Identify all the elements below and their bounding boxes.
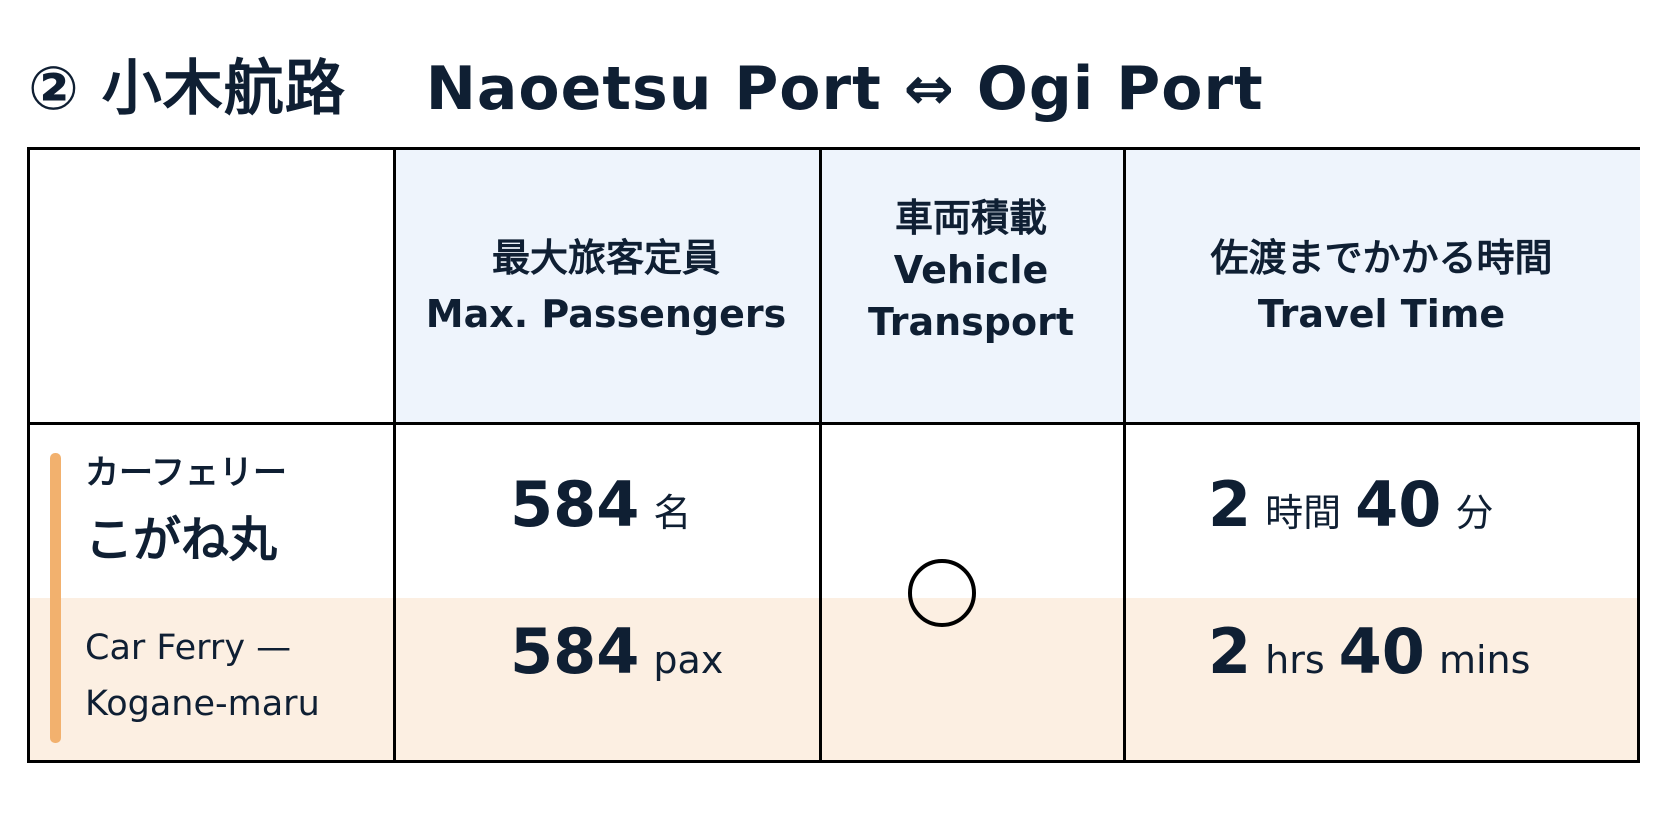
english-row-background	[30, 598, 1637, 760]
hours-value: 2	[1208, 468, 1252, 541]
header-jp: 佐渡までかかる時間	[1210, 236, 1553, 280]
route-jp-title: ② 小木航路	[28, 54, 346, 124]
divider	[1123, 150, 1126, 760]
minutes-unit-jp: 分	[1455, 491, 1494, 535]
passengers-jp: 584 名	[510, 468, 691, 541]
hours-unit-jp: 時間	[1265, 491, 1342, 535]
travel-time-jp: 2 時間 40 分	[1208, 468, 1493, 541]
ship-name-en-line2: Kogane-maru	[85, 684, 320, 724]
route-en-title: Naoetsu Port ⇔ Ogi Port	[425, 54, 1264, 124]
passengers-value: 584	[510, 615, 640, 688]
header-vehicle-transport: 車両積載 Vehicle Transport	[819, 150, 1123, 422]
passengers-value: 584	[510, 468, 640, 541]
header-en: Max. Passengers	[425, 292, 787, 336]
divider	[30, 422, 1637, 425]
passengers-unit-jp: 名	[653, 491, 692, 535]
hours-value: 2	[1208, 615, 1252, 688]
header-travel-time: 佐渡までかかる時間 Travel Time	[1123, 150, 1640, 422]
ship-type-jp: カーフェリー	[85, 453, 287, 493]
header-jp: 最大旅客定員	[491, 236, 720, 280]
route-table: 最大旅客定員 Max. Passengers 車両積載 Vehicle Tran…	[27, 147, 1640, 763]
ship-name-en: Car Ferry — Kogane-maru	[85, 620, 320, 732]
divider	[819, 150, 822, 760]
header-en: Travel Time	[1257, 292, 1506, 336]
minutes-value: 40	[1355, 468, 1442, 541]
travel-time-en: 2 hrs 40 mins	[1208, 615, 1530, 688]
header-jp: 車両積載	[894, 196, 1047, 240]
header-en: Vehicle Transport	[867, 248, 1074, 344]
divider	[393, 150, 396, 760]
minutes-value: 40	[1338, 615, 1425, 688]
vehicle-available-circle-icon	[908, 559, 976, 627]
passengers-unit-en: pax	[653, 638, 724, 682]
page-title: ② 小木航路 Naoetsu Port ⇔ Ogi Port	[28, 40, 1264, 127]
header-max-passengers: 最大旅客定員 Max. Passengers	[393, 150, 819, 422]
minutes-unit-en: mins	[1438, 638, 1531, 682]
passengers-en: 584 pax	[510, 615, 723, 688]
ship-name-jp: こがね丸	[85, 512, 278, 568]
ship-name-en-line1: Car Ferry —	[85, 628, 292, 668]
hours-unit-en: hrs	[1265, 638, 1325, 682]
accent-bar	[50, 453, 61, 743]
